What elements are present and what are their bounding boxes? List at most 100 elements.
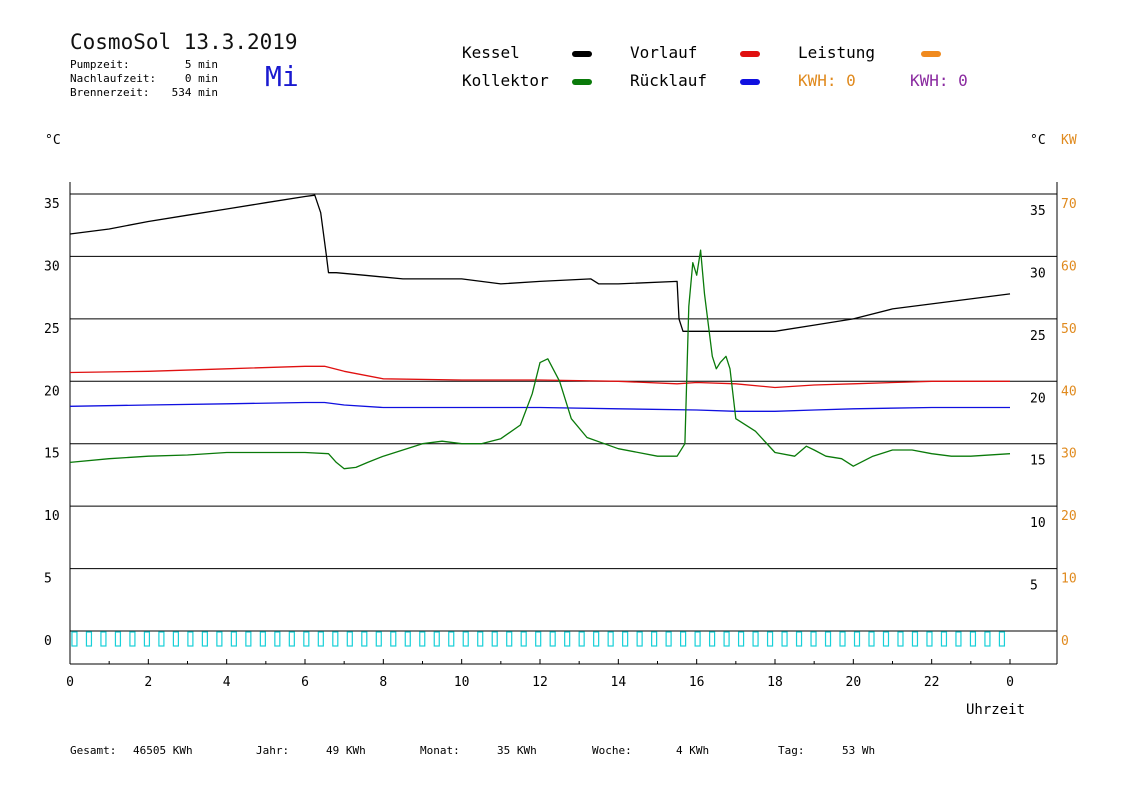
woche-value: 4 KWh: [676, 744, 710, 757]
pump-mark: [636, 631, 643, 647]
pump-mark: [71, 631, 78, 647]
pump-mark: [984, 631, 991, 647]
y-tick-left-25: 25: [44, 322, 60, 337]
kwh-purple-label: KWH: 0: [910, 71, 968, 90]
pump-mark: [129, 631, 136, 647]
axis-labels-layer: 0510152025303551015202530350102030405060…: [44, 197, 1077, 690]
x-tick-label-3: 6: [301, 675, 309, 690]
pump-mark: [433, 631, 440, 647]
gesamt-value: 46505 KWh: [133, 744, 193, 757]
legend-leistung-label: Leistung: [798, 43, 876, 62]
pump-mark: [607, 631, 614, 647]
pump-mark: [172, 631, 179, 647]
x-tick-label-7: 14: [611, 675, 627, 690]
left-axis-unit: °C: [45, 133, 61, 148]
nachlaufzeit-label: Nachlaufzeit:: [70, 72, 157, 85]
grid-layer: [69, 182, 1058, 665]
legend-vorlauf-swatch: [740, 51, 760, 57]
y-tick-right-kw-50: 50: [1061, 322, 1077, 337]
monat-label: Monat:: [420, 744, 460, 757]
pump-mark: [694, 631, 701, 647]
pump-mark: [245, 631, 252, 647]
pump-mark: [955, 631, 962, 647]
monat-value: 35 KWh: [497, 744, 537, 757]
pump-mark: [593, 631, 600, 647]
pump-mark: [288, 631, 295, 647]
legend-leistung-swatch: [921, 51, 941, 57]
pump-mark: [926, 631, 933, 647]
x-tick-label-10: 20: [846, 675, 862, 690]
brennerzeit-value: 534 min: [171, 86, 218, 99]
pump-mark: [361, 631, 368, 647]
pump-mark: [274, 631, 281, 647]
jahr-label: Jahr:: [256, 744, 290, 757]
legend-kessel-label: Kessel: [462, 43, 520, 62]
pump-mark: [622, 631, 629, 647]
y-tick-left-10: 10: [44, 509, 60, 524]
y-tick-right-c-5: 5: [1030, 579, 1038, 594]
pump-mark: [506, 631, 513, 647]
y-tick-right-c-20: 20: [1030, 391, 1046, 406]
kwh-orange-label: KWH: 0: [798, 71, 856, 90]
pump-mark: [737, 631, 745, 647]
pump-mark: [868, 631, 875, 647]
tag-value: 53 Wh: [842, 744, 876, 757]
pump-marks-layer: [71, 631, 1006, 647]
x-axis-label: Uhrzeit: [966, 702, 1026, 718]
legend-kollektor-swatch: [572, 79, 592, 85]
x-tick-label-0: 0: [66, 675, 74, 690]
series-line-vorlauf: [69, 365, 1010, 389]
pump-mark: [419, 631, 426, 647]
y-tick-right-kw-10: 10: [1061, 572, 1077, 587]
pump-mark: [448, 631, 455, 647]
pump-mark: [201, 631, 208, 647]
pump-mark: [187, 631, 194, 647]
x-tick-label-2: 4: [223, 675, 231, 690]
pump-mark: [100, 631, 107, 647]
x-tick-label-12: 0: [1006, 675, 1014, 690]
pump-mark: [216, 631, 223, 647]
y-tick-left-30: 30: [44, 259, 60, 274]
pump-mark: [143, 631, 151, 647]
pump-mark: [680, 631, 687, 647]
pump-mark: [114, 631, 122, 647]
jahr-value: 49 KWh: [326, 744, 366, 757]
pump-mark: [390, 631, 397, 647]
pump-mark: [317, 631, 324, 647]
y-tick-right-c-35: 35: [1030, 204, 1046, 219]
pump-mark: [969, 631, 977, 647]
y-tick-right-kw-40: 40: [1061, 384, 1077, 399]
nachlaufzeit-value: 0 min: [184, 72, 218, 85]
pump-mark: [375, 631, 382, 647]
x-tick-label-5: 10: [454, 675, 470, 690]
pump-mark: [520, 631, 527, 647]
pump-mark: [911, 631, 919, 647]
tag-label: Tag:: [778, 744, 805, 757]
pump-mark: [752, 631, 759, 647]
legend-kollektor-label: Kollektor: [462, 71, 549, 90]
woche-label: Woche:: [592, 744, 632, 757]
series-line-kessel: [69, 194, 1011, 332]
pump-mark: [810, 631, 817, 647]
y-tick-left-0: 0: [44, 634, 52, 649]
gesamt-label: Gesamt:: [70, 744, 117, 757]
y-tick-right-kw-20: 20: [1061, 509, 1077, 524]
legend-ruecklauf-label: Rücklauf: [630, 71, 708, 90]
pump-mark: [578, 631, 585, 647]
pump-mark: [158, 631, 165, 647]
y-tick-right-kw-0: 0: [1061, 634, 1069, 649]
y-tick-right-kw-70: 70: [1061, 197, 1077, 212]
pump-mark: [766, 631, 774, 647]
pump-mark: [882, 631, 890, 647]
pump-mark: [940, 631, 948, 647]
pump-mark: [491, 631, 498, 647]
y-tick-right-c-25: 25: [1030, 329, 1046, 344]
pump-mark: [665, 631, 672, 647]
y-tick-left-15: 15: [44, 447, 60, 462]
x-tick-label-6: 12: [532, 675, 548, 690]
pump-mark: [853, 631, 861, 647]
pump-mark: [303, 631, 310, 647]
legend-kessel-swatch: [572, 51, 592, 57]
y-tick-left-5: 5: [44, 572, 52, 587]
